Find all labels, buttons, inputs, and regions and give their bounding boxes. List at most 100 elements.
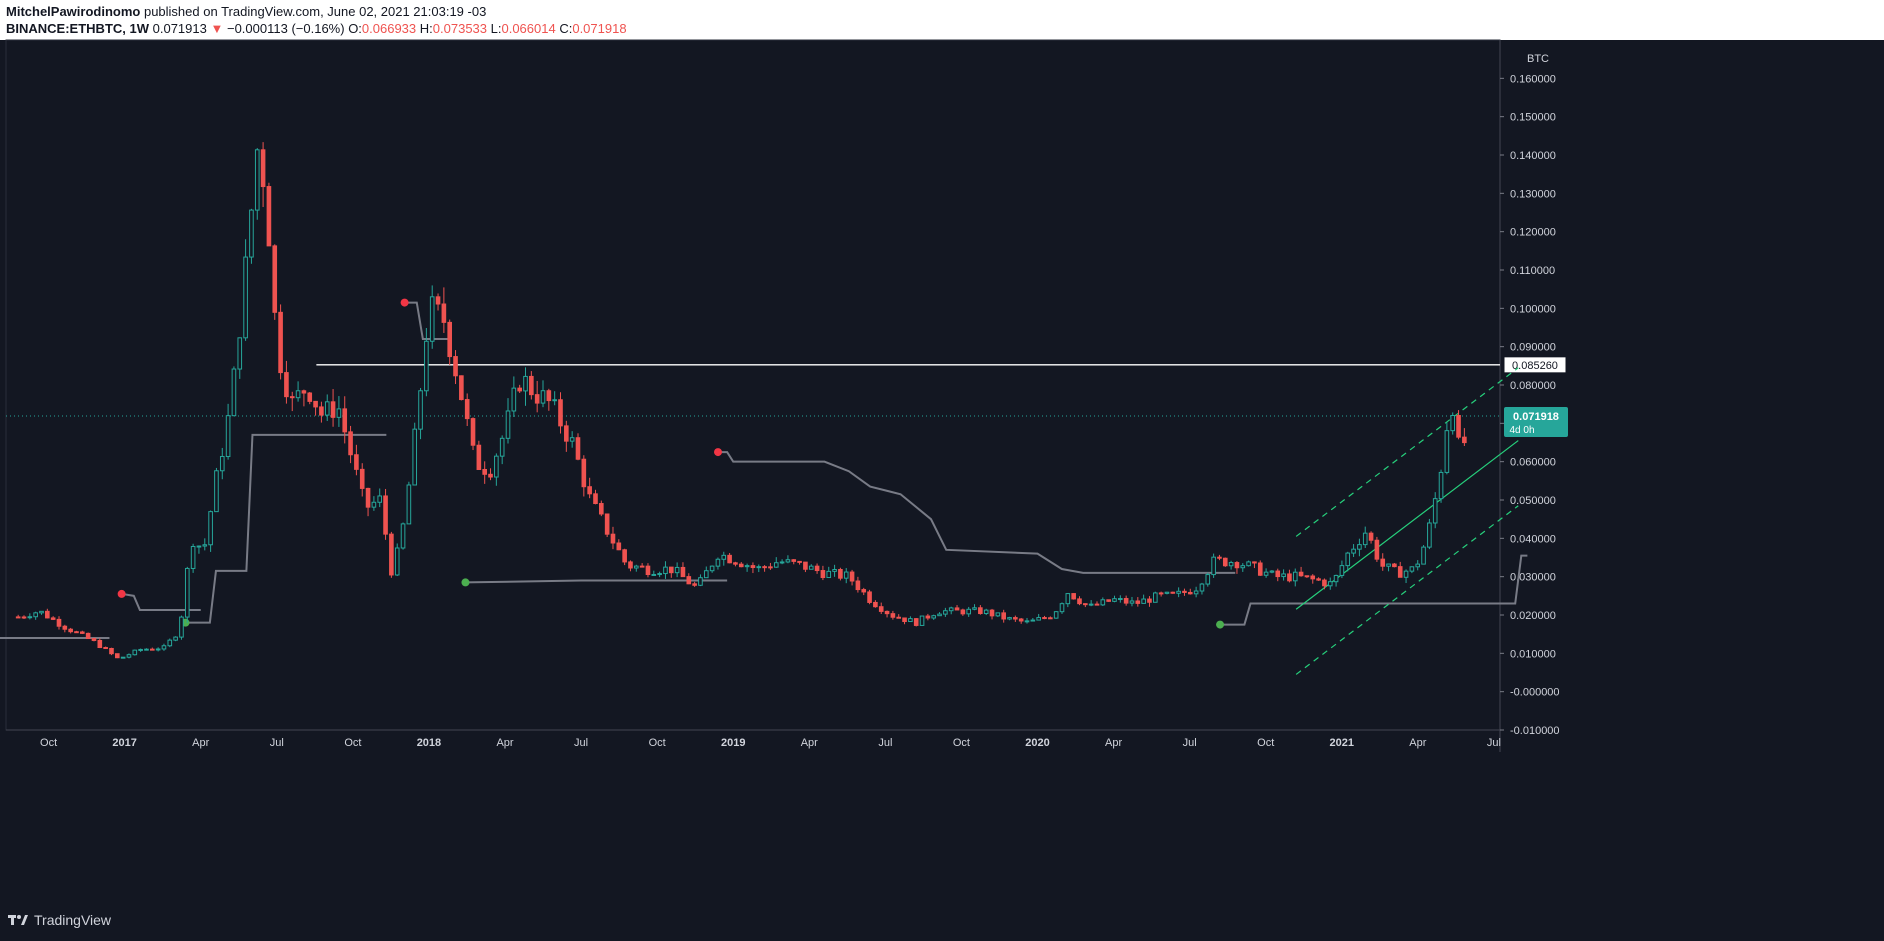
- candle-up: [243, 256, 248, 339]
- buy-signal-dot[interactable]: [1216, 620, 1225, 629]
- candle-up: [237, 337, 243, 370]
- candle-down: [1275, 570, 1281, 578]
- candle-down: [867, 591, 872, 603]
- candle-up: [27, 616, 33, 619]
- candle-down: [289, 396, 295, 399]
- x-tick-label: Oct: [1257, 737, 1274, 749]
- x-tick-label: Jul: [270, 737, 284, 749]
- candle-down: [476, 444, 482, 470]
- candle-down: [85, 632, 91, 640]
- buy-signal-dot[interactable]: [461, 578, 470, 587]
- candle-up: [39, 610, 44, 614]
- candle-up: [943, 610, 948, 615]
- candle-down: [581, 458, 587, 488]
- candle-down: [838, 569, 843, 579]
- symbol-ohlc-line: BINANCE:ETHBTC, 1W 0.071913 ▼ −0.000113 …: [6, 21, 627, 36]
- candle-up: [1240, 565, 1246, 569]
- channel-upper-line[interactable]: [1295, 367, 1519, 537]
- x-tick-label: Apr: [1105, 737, 1122, 749]
- x-tick-label: Jul: [574, 737, 588, 749]
- candle-down: [15, 616, 21, 619]
- x-tick-label: 2020: [1025, 737, 1049, 749]
- candle-down: [791, 559, 797, 562]
- candle-down: [1374, 539, 1380, 560]
- low-value: 0.066014: [501, 21, 556, 36]
- candle-up: [995, 612, 1001, 617]
- candle-down: [284, 372, 289, 398]
- close-label: C:: [559, 21, 573, 36]
- candle-down: [913, 618, 919, 626]
- x-tick-label: 2019: [721, 737, 745, 749]
- publication-line: MitchelPawirodinomo published on Trading…: [6, 4, 486, 19]
- candle-up: [569, 437, 575, 442]
- candle-up: [179, 616, 184, 638]
- candle-up: [394, 547, 400, 576]
- candle-up: [1345, 552, 1351, 567]
- channel-mid-line[interactable]: [1295, 440, 1519, 610]
- sell-signal-dot[interactable]: [117, 589, 126, 598]
- candle-down: [91, 638, 97, 641]
- candle-up: [1141, 598, 1146, 604]
- x-tick-label: Apr: [496, 737, 513, 749]
- y-tick-label: -0.010000: [1510, 725, 1560, 737]
- sell-signal-dot[interactable]: [400, 298, 409, 307]
- candle-down: [1368, 532, 1374, 541]
- candle-down: [359, 468, 365, 489]
- candle-up: [966, 608, 972, 615]
- candle-down: [97, 639, 103, 649]
- candle-up: [1421, 546, 1426, 565]
- channel-lower-line[interactable]: [1295, 505, 1519, 675]
- trailing-stop-line: [121, 592, 201, 612]
- y-tick-label: 0.080000: [1510, 380, 1556, 392]
- candle-up: [779, 561, 785, 564]
- candle-down: [668, 566, 674, 574]
- candle-up: [1164, 591, 1170, 594]
- candle-down: [768, 566, 773, 569]
- publication-header: MitchelPawirodinomo published on Trading…: [0, 0, 1884, 40]
- candle-down: [1222, 557, 1228, 567]
- tradingview-logo[interactable]: TradingView: [8, 912, 111, 928]
- candle-up: [674, 566, 680, 574]
- candle-down: [925, 615, 931, 619]
- candle-down: [342, 408, 348, 433]
- candle-up: [1403, 570, 1409, 578]
- candle-up: [424, 340, 429, 392]
- x-tick-label: Oct: [953, 737, 970, 749]
- candle-down: [750, 565, 756, 569]
- candle-up: [1333, 574, 1339, 583]
- candle-down: [989, 609, 995, 617]
- candle-up: [196, 545, 202, 548]
- x-tick-label: Oct: [649, 737, 666, 749]
- candle-down: [1042, 617, 1047, 620]
- candle-down: [861, 589, 867, 593]
- y-tick-label: -0.000000: [1510, 687, 1560, 699]
- candle-up: [1427, 522, 1432, 548]
- candle-down: [960, 609, 966, 615]
- candle-down: [389, 533, 394, 576]
- candle-down: [319, 406, 324, 416]
- candle-up: [324, 401, 330, 416]
- candle-up: [633, 565, 639, 569]
- candle-down: [1077, 598, 1082, 605]
- candle-down: [884, 610, 890, 615]
- candle-up: [1351, 548, 1356, 554]
- candle-down: [1456, 414, 1461, 438]
- candle-down: [587, 486, 592, 495]
- currency-label: BTC: [1527, 53, 1549, 65]
- candle-up: [377, 495, 383, 503]
- symbol-label[interactable]: BINANCE:ETHBTC, 1W: [6, 21, 149, 36]
- candle-up: [1211, 556, 1216, 576]
- candle-up: [499, 437, 505, 457]
- candle-down: [149, 648, 155, 651]
- change-down-arrow-icon: ▼: [210, 21, 224, 36]
- candle-up: [1112, 598, 1117, 602]
- high-value: 0.073533: [432, 21, 488, 36]
- author-name[interactable]: MitchelPawirodinomo: [6, 4, 141, 19]
- candle-up: [1036, 617, 1041, 621]
- last-price-value: 0.071913: [152, 21, 207, 36]
- candle-up: [1339, 565, 1345, 576]
- sell-signal-dot[interactable]: [714, 448, 723, 457]
- candle-down: [599, 503, 604, 515]
- x-tick-label: Jul: [878, 737, 892, 749]
